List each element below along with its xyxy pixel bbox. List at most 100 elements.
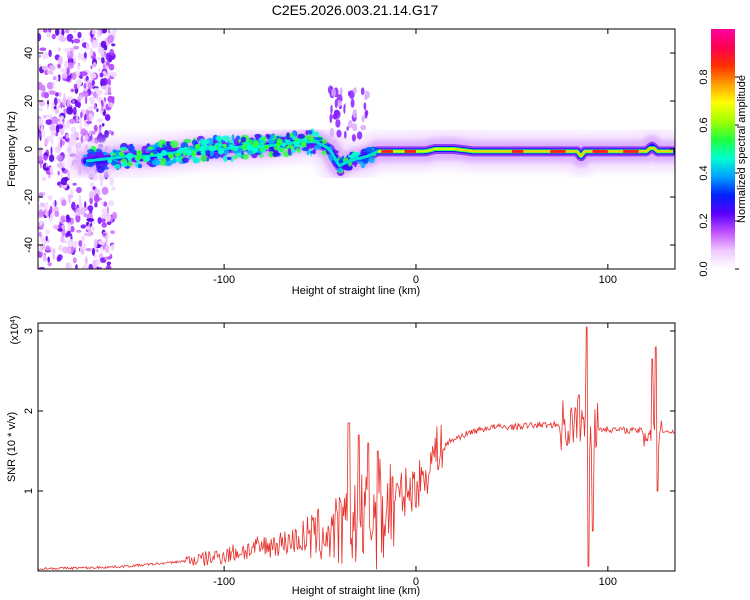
noise-cell <box>99 72 104 78</box>
ridge-cell <box>254 133 261 140</box>
noise-cell <box>55 29 60 36</box>
snr-scale-label: (x104) <box>9 316 21 345</box>
noise-cell <box>83 52 87 59</box>
noise-cell <box>93 124 98 132</box>
spectrogram-x-ticks: -100 0 100 <box>213 29 617 286</box>
noise-cell <box>86 218 94 222</box>
noise-cell <box>73 38 81 44</box>
ridge-dot <box>309 137 315 143</box>
noise-cell <box>107 102 114 108</box>
ridge-cell <box>230 155 234 163</box>
noise-cell <box>63 93 66 101</box>
ridge-dot <box>107 158 113 164</box>
noise-cell <box>38 54 42 58</box>
noise-cell <box>40 234 45 243</box>
ridge-dot <box>200 150 206 156</box>
spectrogram-content <box>38 29 675 269</box>
ridge-cell <box>364 147 374 154</box>
noise-cell <box>57 64 61 69</box>
noise-cell <box>81 71 88 76</box>
ridge-dot <box>259 147 264 152</box>
noise-cell <box>89 47 93 57</box>
noise-cell <box>95 95 98 100</box>
noise-cell <box>65 120 71 129</box>
noise-cell <box>68 195 71 204</box>
noise-cell <box>67 246 72 255</box>
streak-cell <box>336 100 342 107</box>
ridge-dot <box>210 145 217 152</box>
ridge-cell <box>368 156 376 164</box>
ridge-cell <box>130 143 134 148</box>
noise-cell <box>78 95 84 100</box>
streak-cell <box>343 104 346 114</box>
noise-cell <box>45 119 53 125</box>
ridge-cell <box>120 158 128 164</box>
ridge-cell <box>233 154 238 160</box>
noise-cell <box>99 180 104 187</box>
streak-cell <box>352 123 358 132</box>
noise-cell <box>55 132 59 137</box>
noise-cell <box>85 226 91 230</box>
snr-y-tick-label: 2 <box>23 408 35 414</box>
noise-cell <box>40 163 42 169</box>
streak-cell <box>329 127 335 138</box>
noise-cell <box>61 224 65 230</box>
streak-cell <box>351 134 356 142</box>
ridge-dot <box>281 142 286 147</box>
noise-cell <box>57 74 61 82</box>
noise-cell <box>101 201 104 206</box>
noise-cell <box>90 91 94 95</box>
noise-cell <box>87 205 94 212</box>
noise-cell <box>101 186 109 195</box>
ridge-dot <box>135 154 141 161</box>
noise-cell <box>84 134 89 141</box>
noise-cell <box>46 82 54 90</box>
noise-cell <box>38 155 43 162</box>
noise-cell <box>58 91 62 98</box>
noise-cell <box>98 49 102 53</box>
svg-text:(x104): (x104) <box>9 316 21 345</box>
noise-cell <box>84 201 87 208</box>
noise-cell <box>72 29 77 33</box>
snr-y-ticks: 1 2 3 <box>23 328 675 494</box>
ridge-dot <box>190 150 197 157</box>
noise-cell <box>84 96 88 105</box>
noise-cell <box>101 56 105 64</box>
noise-cell <box>105 114 111 121</box>
noise-cell <box>104 130 109 138</box>
ridge-dot <box>217 148 224 155</box>
noise-cell <box>55 92 59 97</box>
ridge-cell <box>95 151 104 159</box>
noise-cell <box>73 131 80 138</box>
noise-cell <box>70 88 75 93</box>
noise-cell <box>58 47 61 52</box>
spectrogram-y-ticks: -40 -20 0 20 40 <box>23 47 675 253</box>
spectrogram-x-tick-label: -100 <box>213 274 235 286</box>
ridge-cell <box>236 152 242 158</box>
noise-cell <box>110 71 117 78</box>
noise-cell <box>79 122 83 131</box>
streak-cell <box>334 98 338 109</box>
noise-cell <box>60 235 65 243</box>
ridge-cell <box>169 140 179 149</box>
noise-cell <box>110 216 113 223</box>
colorbar-tick-label: 0.8 <box>698 69 710 84</box>
noise-cell <box>101 208 108 213</box>
noise-cell <box>64 47 70 53</box>
noise-cell <box>65 214 70 221</box>
noise-cell <box>45 235 48 242</box>
noise-cell <box>48 49 52 58</box>
ridge-cell <box>95 161 102 169</box>
noise-cell <box>107 86 111 95</box>
noise-cell <box>108 55 115 60</box>
noise-cell <box>78 195 82 204</box>
ridge-cell <box>226 156 232 161</box>
snr-y-axis-label: SNR (10 * v/v) <box>6 412 18 482</box>
ridge-cell <box>321 150 328 156</box>
noise-cell <box>73 212 76 217</box>
noise-cell <box>38 209 44 218</box>
noise-cell <box>70 188 74 196</box>
noise-cell <box>43 92 49 99</box>
ridge-dot <box>156 153 163 160</box>
ridge-cell <box>101 160 108 168</box>
